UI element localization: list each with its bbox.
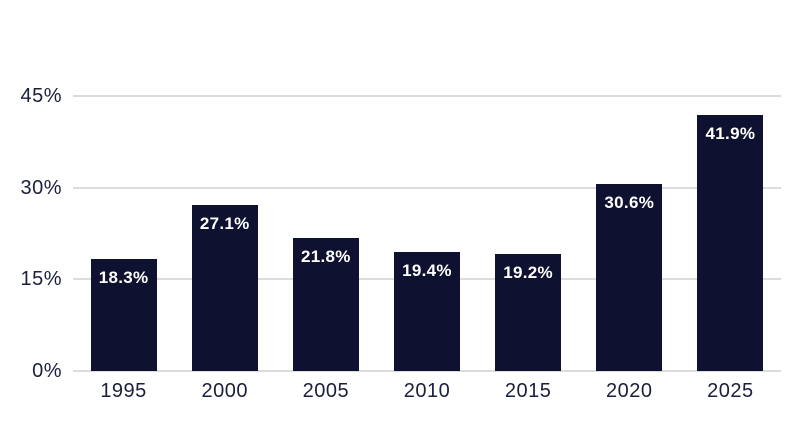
- bar-group: 30.6%: [579, 96, 680, 371]
- y-axis-tick-label: 0%: [32, 360, 62, 382]
- bar-value-label: 19.2%: [503, 262, 553, 282]
- gridline: [73, 370, 781, 372]
- bar-value-label: 30.6%: [604, 193, 655, 212]
- bar-group: 18.3%: [73, 96, 174, 371]
- y-axis-tick-label: 30%: [20, 176, 62, 199]
- bar-value-label: 41.9%: [705, 123, 756, 143]
- bar: 21.8%: [292, 237, 359, 371]
- y-axis-tick-label: 45%: [20, 85, 62, 107]
- x-axis-tick-label: 2010: [403, 380, 451, 402]
- bar-value-label: 21.8%: [300, 246, 351, 266]
- x-axis: 1995 2000 2005 2010 2015 2020 2025: [73, 379, 781, 403]
- bar-value-label: 19.4%: [402, 261, 452, 281]
- plot-area: 18.3% 27.1% 21.8% 19.4% 19.2% 30.6% 41.9%: [73, 96, 781, 371]
- bar-group: 41.9%: [680, 96, 781, 371]
- bar-group: 21.8%: [275, 96, 376, 371]
- bar: 27.1%: [191, 205, 258, 371]
- bar: 19.4%: [393, 252, 460, 371]
- bar-value-label: 18.3%: [98, 268, 149, 288]
- x-axis-tick-label: 1995: [100, 380, 147, 402]
- y-axis-tick-label: 15%: [20, 268, 62, 291]
- bar: 30.6%: [596, 184, 663, 371]
- gridline: [73, 186, 781, 189]
- x-axis-tick-label: 2020: [606, 380, 653, 402]
- bar: 18.3%: [90, 259, 157, 371]
- bar: 19.2%: [495, 253, 562, 371]
- x-axis-tick-label: 2005: [302, 380, 350, 402]
- x-axis-tick-label: 2025: [707, 380, 754, 402]
- bar-group: 27.1%: [174, 96, 275, 371]
- bar: 41.9%: [697, 114, 764, 371]
- x-axis-tick-label: 2015: [504, 380, 552, 402]
- bar-group: 19.2%: [478, 96, 579, 371]
- bar-value-label: 27.1%: [199, 214, 250, 234]
- bar-group: 19.4%: [376, 96, 477, 371]
- gridline: [73, 95, 781, 97]
- x-axis-tick-label: 2000: [201, 380, 248, 402]
